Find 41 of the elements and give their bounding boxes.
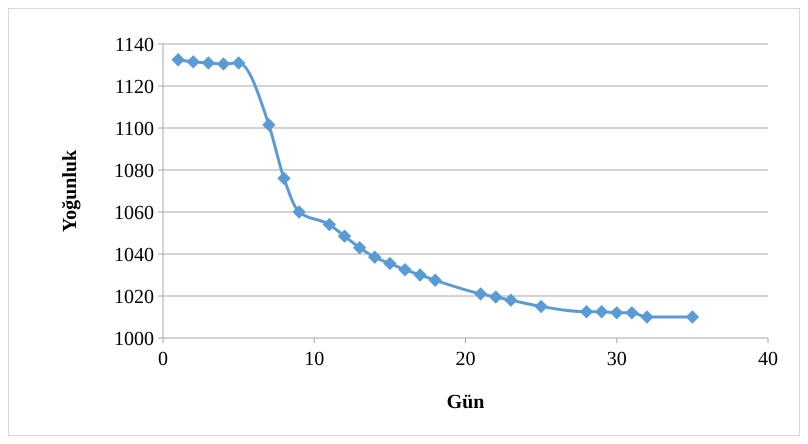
point xyxy=(292,205,306,219)
point xyxy=(580,305,594,318)
y-tick-label: 1080 xyxy=(114,160,154,182)
point xyxy=(338,229,352,243)
x-tick-label: 40 xyxy=(758,348,778,370)
point xyxy=(262,118,276,132)
y-tick-label: 1140 xyxy=(114,34,154,56)
point xyxy=(216,57,230,71)
point xyxy=(186,55,200,69)
x-tick-label: 0 xyxy=(158,348,168,370)
point xyxy=(232,56,246,70)
point xyxy=(202,56,216,70)
point xyxy=(171,53,185,66)
point xyxy=(686,310,700,324)
point xyxy=(534,300,548,314)
x-axis-title: Gün xyxy=(446,391,484,413)
point xyxy=(474,287,488,301)
y-tick-label: 1100 xyxy=(114,118,154,140)
y-tick-label: 1120 xyxy=(114,76,154,98)
point xyxy=(640,310,654,324)
point xyxy=(383,256,397,270)
x-tick-label: 20 xyxy=(456,348,476,370)
x-tick-label: 10 xyxy=(304,348,324,370)
point xyxy=(504,293,518,307)
point xyxy=(428,274,442,287)
y-tick-label: 1020 xyxy=(114,286,154,308)
point xyxy=(277,172,291,186)
point xyxy=(398,263,412,276)
point xyxy=(489,290,502,304)
point xyxy=(625,306,639,320)
y-axis-title: Yoğunluk xyxy=(59,148,81,232)
point xyxy=(368,250,382,264)
point xyxy=(413,268,427,282)
y-tick-label: 1000 xyxy=(114,328,154,350)
point xyxy=(352,240,366,254)
point xyxy=(610,306,624,320)
point xyxy=(322,218,336,232)
y-tick-label: 1060 xyxy=(114,202,154,224)
point xyxy=(594,305,608,318)
x-tick-label: 30 xyxy=(606,348,627,370)
y-tick-label: 1040 xyxy=(114,244,154,266)
